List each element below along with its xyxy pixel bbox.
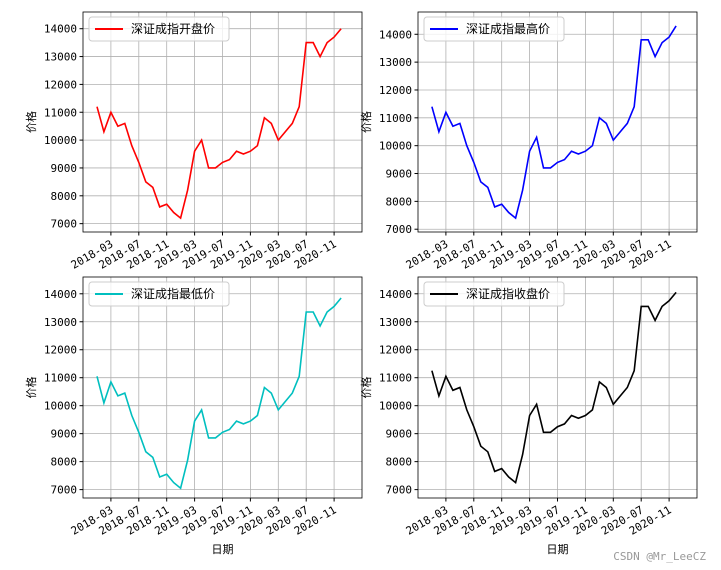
y-tick-label: 8000: [51, 190, 78, 203]
legend-label: 深证成指收盘价: [466, 286, 550, 301]
legend-box: [423, 16, 565, 42]
y-tick-label: 12000: [379, 344, 412, 357]
y-tick-label: 9000: [51, 162, 78, 175]
legend-label: 深证成指开盘价: [131, 21, 215, 36]
series-line: [96, 28, 342, 220]
y-tick-label: 13000: [44, 316, 77, 329]
series-line: [431, 291, 677, 485]
legend-label: 深证成指最高价: [466, 21, 550, 36]
plot-frame: [417, 11, 698, 233]
y-tick-label: 8000: [51, 456, 78, 469]
y-tick-label: 7000: [386, 484, 413, 497]
plot-frame: [82, 276, 363, 499]
legend-box: [423, 281, 565, 307]
y-tick-label: 8000: [386, 195, 413, 208]
y-tick-label: 12000: [379, 84, 412, 97]
y-tick-label: 11000: [379, 112, 412, 125]
series-line: [431, 25, 677, 220]
y-tick-label: 11000: [379, 372, 412, 385]
plot-frame: [82, 11, 363, 233]
y-axis-label: 价格: [24, 377, 38, 399]
y-tick-label: 14000: [44, 23, 77, 36]
y-tick-label: 7000: [51, 484, 78, 497]
y-tick-label: 11000: [44, 372, 77, 385]
y-tick-label: 13000: [379, 56, 412, 69]
y-tick-label: 11000: [44, 106, 77, 119]
y-tick-label: 12000: [44, 78, 77, 91]
y-tick-label: 7000: [386, 223, 413, 236]
y-tick-label: 8000: [386, 456, 413, 469]
plot-frame: [417, 276, 698, 499]
y-axis-label: 价格: [24, 111, 38, 133]
y-tick-label: 13000: [44, 51, 77, 64]
y-tick-label: 9000: [51, 428, 78, 441]
y-tick-label: 10000: [379, 400, 412, 413]
legend-box: [88, 16, 230, 42]
y-tick-label: 14000: [379, 288, 412, 301]
y-tick-label: 12000: [44, 344, 77, 357]
y-tick-label: 9000: [386, 168, 413, 181]
y-tick-label: 9000: [386, 428, 413, 441]
y-axis-label: 价格: [359, 377, 373, 399]
y-axis-label: 价格: [359, 111, 373, 133]
y-tick-label: 10000: [44, 134, 77, 147]
y-tick-label: 7000: [51, 218, 78, 231]
x-axis-label: 日期: [547, 543, 569, 556]
y-tick-label: 14000: [44, 288, 77, 301]
y-tick-label: 10000: [44, 400, 77, 413]
x-axis-label: 日期: [212, 543, 234, 556]
series-line: [96, 297, 342, 490]
watermark: CSDN @Mr_LeeCZ: [613, 550, 706, 563]
legend-label: 深证成指最低价: [131, 286, 215, 301]
y-tick-label: 14000: [379, 28, 412, 41]
legend-box: [88, 281, 230, 307]
y-tick-label: 13000: [379, 316, 412, 329]
y-tick-label: 10000: [379, 140, 412, 153]
